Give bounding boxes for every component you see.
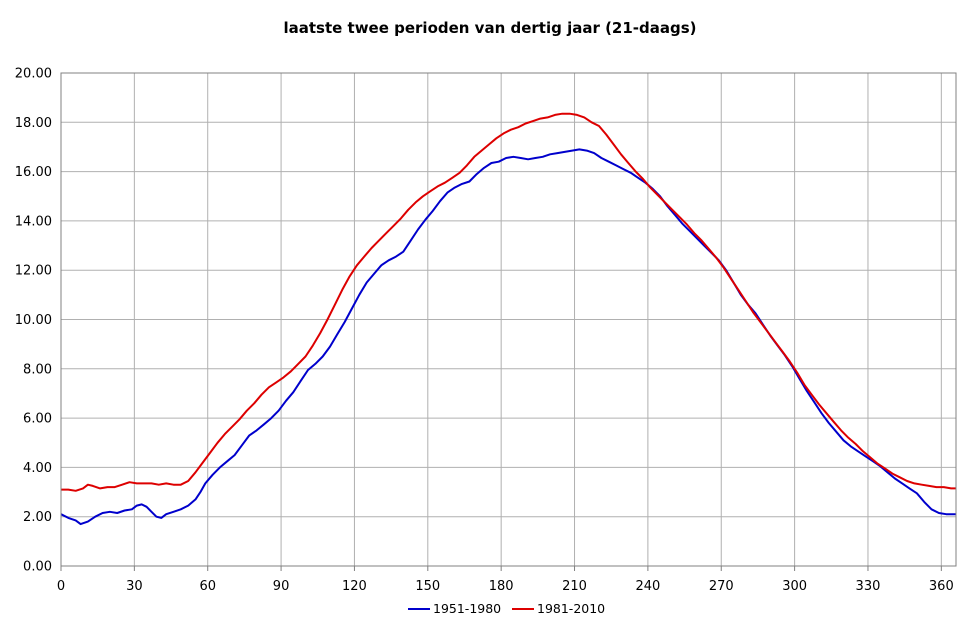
legend-label-1981-2010: 1981-2010 (537, 601, 605, 616)
y-tick-label: 2.00 (23, 510, 52, 525)
y-tick-label: 18.00 (15, 116, 52, 131)
x-tick-label: 240 (635, 579, 660, 594)
x-tick-label: 90 (273, 579, 290, 594)
y-tick-label: 0.00 (23, 560, 52, 575)
y-tick-label: 10.00 (15, 313, 52, 328)
chart-title: laatste twee perioden van dertig jaar (2… (283, 19, 697, 37)
y-tick-label: 12.00 (15, 264, 52, 279)
x-tick-label: 60 (199, 579, 216, 594)
y-tick-label: 6.00 (23, 412, 52, 427)
y-tick-label: 16.00 (15, 165, 52, 180)
y-tick-label: 14.00 (15, 214, 52, 229)
tick-labels: 0.00 2.00 4.00 6.00 8.00 10.00 12.00 14.00 16.00… (15, 67, 954, 595)
x-tick-label: 150 (415, 579, 440, 594)
y-tick-label: 8.00 (23, 362, 52, 377)
x-tick-label: 180 (489, 579, 514, 594)
series-layer (60, 112, 956, 526)
x-tick-label: 0 (57, 579, 65, 594)
legend: 1951-1980 1981-2010 (408, 601, 605, 616)
series-line-1981-2010 (61, 112, 956, 492)
plot-border (60, 72, 957, 567)
x-tick-label: 270 (709, 579, 734, 594)
x-tick-label: 360 (929, 579, 954, 594)
series-line-1951-1980 (60, 148, 956, 526)
y-tick-label: 20.00 (15, 67, 52, 82)
y-tick-label: 4.00 (23, 461, 52, 476)
x-tick-label: 30 (126, 579, 143, 594)
x-tick-label: 330 (856, 579, 881, 594)
x-tick-label: 300 (782, 579, 807, 594)
legend-label-1951-1980: 1951-1980 (433, 601, 501, 616)
x-tick-label: 120 (342, 579, 367, 594)
x-tick-label: 210 (562, 579, 587, 594)
